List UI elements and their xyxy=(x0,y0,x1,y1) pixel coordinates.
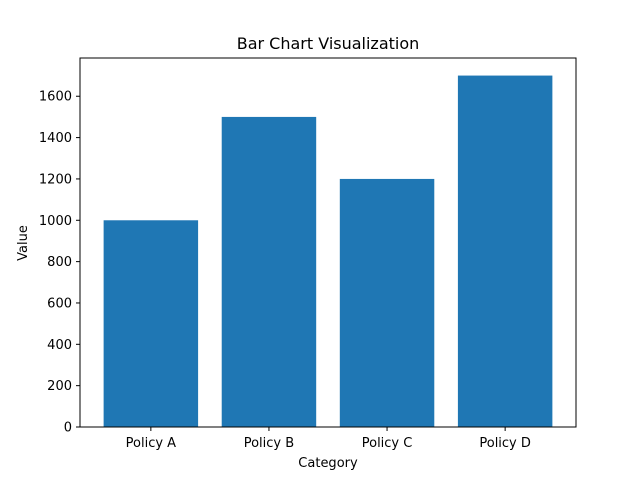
x-tick-label: Policy B xyxy=(244,436,294,451)
y-axis-ticks: 0 200 400 600 800 1000 1200 1400 1600 xyxy=(39,90,80,436)
x-tick-label: Policy C xyxy=(362,436,413,451)
y-tick-label: 1600 xyxy=(39,90,72,105)
y-tick-label: 1000 xyxy=(39,214,72,229)
y-tick-label: 0 xyxy=(64,421,72,436)
x-tick-label: Policy A xyxy=(126,436,177,451)
plot-area-frame xyxy=(79,57,577,428)
bar-policy-b xyxy=(221,116,317,428)
x-tick-label: Policy D xyxy=(479,436,531,451)
bar-policy-c xyxy=(339,178,435,427)
y-axis-label: Value xyxy=(16,225,31,261)
y-tick-label: 600 xyxy=(47,296,72,311)
y-tick-label: 800 xyxy=(47,255,72,270)
y-tick-label: 400 xyxy=(47,338,72,353)
y-tick-label: 1400 xyxy=(39,131,72,146)
x-axis-ticks: Policy A Policy B Policy C Policy D xyxy=(126,427,531,451)
y-tick-label: 1200 xyxy=(39,172,72,187)
chart-title: Bar Chart Visualization xyxy=(237,34,420,53)
bar-policy-a xyxy=(103,220,199,427)
bar-policy-d xyxy=(457,75,553,427)
x-axis-label: Category xyxy=(298,456,358,471)
y-tick-label: 200 xyxy=(47,379,72,394)
bars-group xyxy=(103,75,553,428)
